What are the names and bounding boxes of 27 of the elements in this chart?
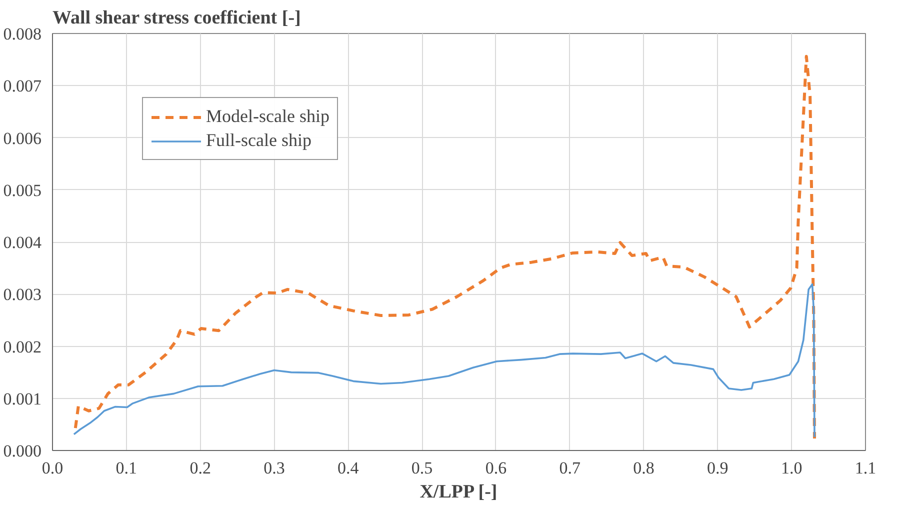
y-tick-label: 0.006 xyxy=(3,128,42,148)
x-tick-label: 0.2 xyxy=(190,458,211,478)
x-tick-label: 0.3 xyxy=(264,458,285,478)
y-tick-label: 0.005 xyxy=(3,180,42,200)
x-tick-label: 0.1 xyxy=(116,458,138,478)
x-tick-label: 0.7 xyxy=(559,458,581,478)
x-tick-label: 0.8 xyxy=(633,458,654,478)
y-tick-label: 0.001 xyxy=(3,389,42,408)
x-tick-label: 0.9 xyxy=(707,458,728,478)
legend-label: Full-scale ship xyxy=(206,130,312,151)
y-tick-label: 0.000 xyxy=(3,442,42,460)
x-tick-label: 0.0 xyxy=(42,458,64,478)
y-tick-label: 0.004 xyxy=(3,233,42,252)
line-series xyxy=(74,54,816,440)
x-tick-label: 0.4 xyxy=(338,458,360,478)
x-tick-label: 1.0 xyxy=(780,458,802,478)
x-axis-title: X/LPP [-] xyxy=(420,482,498,502)
y-tick-label: 0.008 xyxy=(3,24,42,44)
y-axis-title: Wall shear stress coefficient [-] xyxy=(52,8,301,28)
legend-label: Model-scale ship xyxy=(206,106,330,127)
x-tick-label: 0.5 xyxy=(411,458,433,478)
x-tick-label: 1.1 xyxy=(854,458,876,478)
y-tick-label: 0.007 xyxy=(3,76,42,96)
x-tick-label: 0.6 xyxy=(485,458,507,478)
line-series xyxy=(73,283,816,438)
y-tick-label: 0.003 xyxy=(3,285,42,304)
y-tick-label: 0.002 xyxy=(3,337,42,356)
